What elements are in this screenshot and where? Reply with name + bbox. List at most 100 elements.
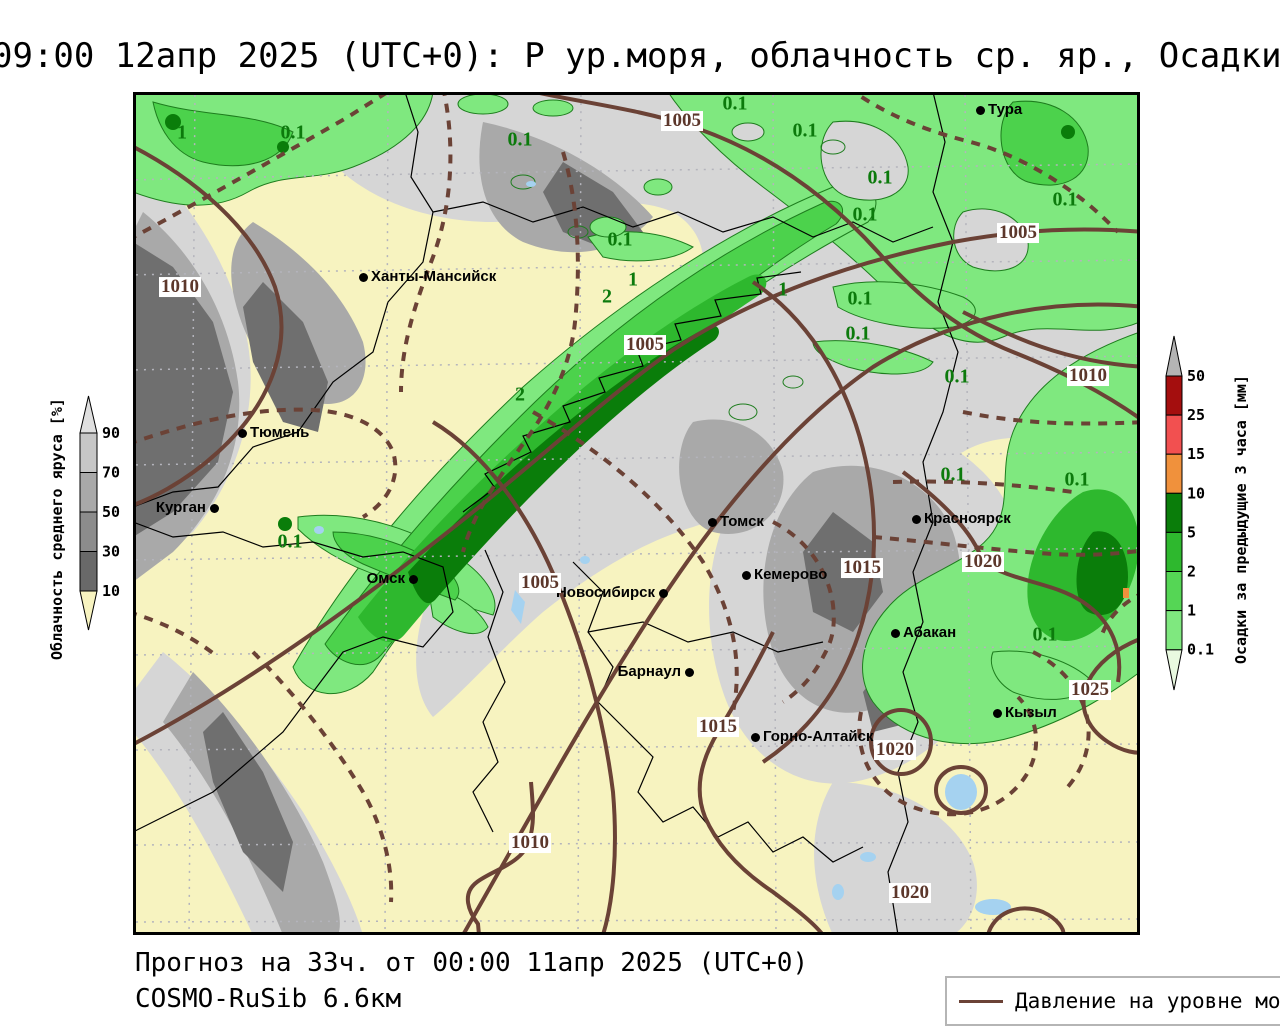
city-marker <box>238 429 247 438</box>
colorbar-arrow-bottom <box>1165 649 1183 691</box>
city-label: Барнаул <box>617 663 681 680</box>
precip-colorbar-title: Осадки за предыдущие 3 часа [мм] <box>1232 375 1250 664</box>
pressure-label: 1005 <box>519 572 561 594</box>
isobars-solid <box>133 92 1140 935</box>
precip-label: 0.1 <box>940 463 966 486</box>
forecast-info: Прогноз на 33ч. от 00:00 11апр 2025 (UTC… <box>135 948 809 978</box>
colorbar-segment <box>1165 531 1183 572</box>
page-title: 09:00 12апр 2025 (UTC+0): Р ур.моря, обл… <box>0 36 1280 76</box>
map-frame <box>133 92 1140 935</box>
precip-label: 1 <box>628 268 638 291</box>
colorbar-tick: 15 <box>1187 445 1205 463</box>
colorbar-arrow-top <box>79 395 98 434</box>
colorbar-arrow-top <box>1165 335 1183 377</box>
precip-label: 0.1 <box>1052 188 1078 211</box>
city-marker <box>685 668 694 677</box>
colorbar-segment <box>79 472 98 513</box>
city-marker <box>708 518 717 527</box>
city-label: Абакан <box>903 624 957 641</box>
pressure-label: 1025 <box>1069 679 1111 701</box>
pressure-legend-label: Давление на уровне моря <box>1015 989 1280 1013</box>
precip-label: 0.1 <box>507 128 533 151</box>
colorbar-tick: 50 <box>1187 367 1205 385</box>
colorbar-tick: 0.1 <box>1187 641 1214 659</box>
colorbar-segment <box>1165 610 1183 651</box>
colorbar-segment <box>1165 492 1183 533</box>
city-label: Курган <box>155 499 206 516</box>
pressure-legend: Давление на уровне моря <box>945 976 1280 1026</box>
city-label: Тюмень <box>250 424 310 441</box>
colorbar-tick: 10 <box>102 582 120 600</box>
precip-label: 0.1 <box>852 203 878 226</box>
pressure-label: 1020 <box>889 882 931 904</box>
pressure-label: 1005 <box>624 334 666 356</box>
city-label: Тура <box>988 101 1023 118</box>
precip-label: 0.1 <box>1032 623 1058 646</box>
pressure-label: 1010 <box>159 276 201 298</box>
map-labels-overlay: Ханты-Мансийск Тюмень Курган Омск Томск Новос… <box>133 92 1140 935</box>
pressure-label: 1005 <box>661 110 703 132</box>
precip-label: 0.1 <box>1064 468 1090 491</box>
colorbar-tick: 50 <box>102 503 120 521</box>
precip-label: 0.1 <box>944 365 970 388</box>
graticule <box>133 92 1140 935</box>
weather-map: Ханты-Мансийск Тюмень Курган Омск Томск Новос… <box>133 92 1140 935</box>
city-label: Новосибирск <box>555 584 655 601</box>
precip-label: 1 <box>177 121 187 144</box>
model-info: COSMO-RuSib 6.6км <box>135 984 402 1014</box>
city-label: Ханты-Мансийск <box>371 268 497 285</box>
colorbar-tick: 2 <box>1187 563 1196 581</box>
colorbar-segment <box>1165 375 1183 416</box>
colorbar-tick: 25 <box>1187 406 1205 424</box>
colorbar-segment <box>1165 414 1183 455</box>
colorbar-tick: 30 <box>102 543 120 561</box>
precip-label: 0.1 <box>277 530 303 553</box>
lakes <box>314 181 1011 915</box>
colorbar-tick: 5 <box>1187 523 1196 541</box>
cloud-colorbar-title: Облачность среднего яруса [%] <box>48 398 66 660</box>
city-label: Омск <box>366 570 405 587</box>
pressure-label: 1015 <box>697 716 739 738</box>
precip-label: 2 <box>602 285 612 308</box>
precip-label: 2 <box>515 383 525 406</box>
colorbar-arrow-bottom <box>79 590 98 631</box>
pressure-label: 1010 <box>509 832 551 854</box>
precip-label: 0.1 <box>792 119 818 142</box>
colorbar-segment <box>1165 453 1183 494</box>
colorbar-segment <box>79 432 98 473</box>
city-marker <box>993 709 1002 718</box>
city-marker <box>912 515 921 524</box>
city-label: Кемерово <box>754 566 828 583</box>
pressure-label: 1005 <box>997 222 1039 244</box>
cloud-colorbar: 90 70 50 30 10 <box>79 395 120 631</box>
colorbar-tick: 10 <box>1187 484 1205 502</box>
city-marker <box>742 571 751 580</box>
city-marker <box>409 575 418 584</box>
city-label: Томск <box>720 513 764 530</box>
colorbar-segment <box>79 511 98 552</box>
precip-label: 0.1 <box>280 121 306 144</box>
pressure-label: 1015 <box>841 557 883 579</box>
pressure-label: 1020 <box>962 551 1004 573</box>
region-borders <box>133 92 959 935</box>
precip-label: 0.1 <box>722 92 748 115</box>
precip-label: 0.1 <box>607 228 633 251</box>
city-label: Кызыл <box>1005 704 1057 721</box>
colorbar-tick: 90 <box>102 424 120 442</box>
precip-colorbar: 50 25 15 10 5 2 1 0.1 <box>1165 335 1214 691</box>
city-marker <box>891 629 900 638</box>
city-label: Красноярск <box>924 510 1011 527</box>
precip-label: 1 <box>778 278 788 301</box>
map-graphic <box>133 92 1140 935</box>
pressure-label: 1010 <box>1067 365 1109 387</box>
city-marker <box>210 504 219 513</box>
city-marker <box>751 733 760 742</box>
colorbar-tick: 70 <box>102 464 120 482</box>
city-marker <box>359 273 368 282</box>
precip-label: 0.1 <box>845 322 871 345</box>
colorbar-tick: 1 <box>1187 602 1196 620</box>
pressure-line-sample <box>959 999 1003 1003</box>
colorbar-segment <box>1165 571 1183 612</box>
precip-orange-spot <box>1123 588 1129 598</box>
